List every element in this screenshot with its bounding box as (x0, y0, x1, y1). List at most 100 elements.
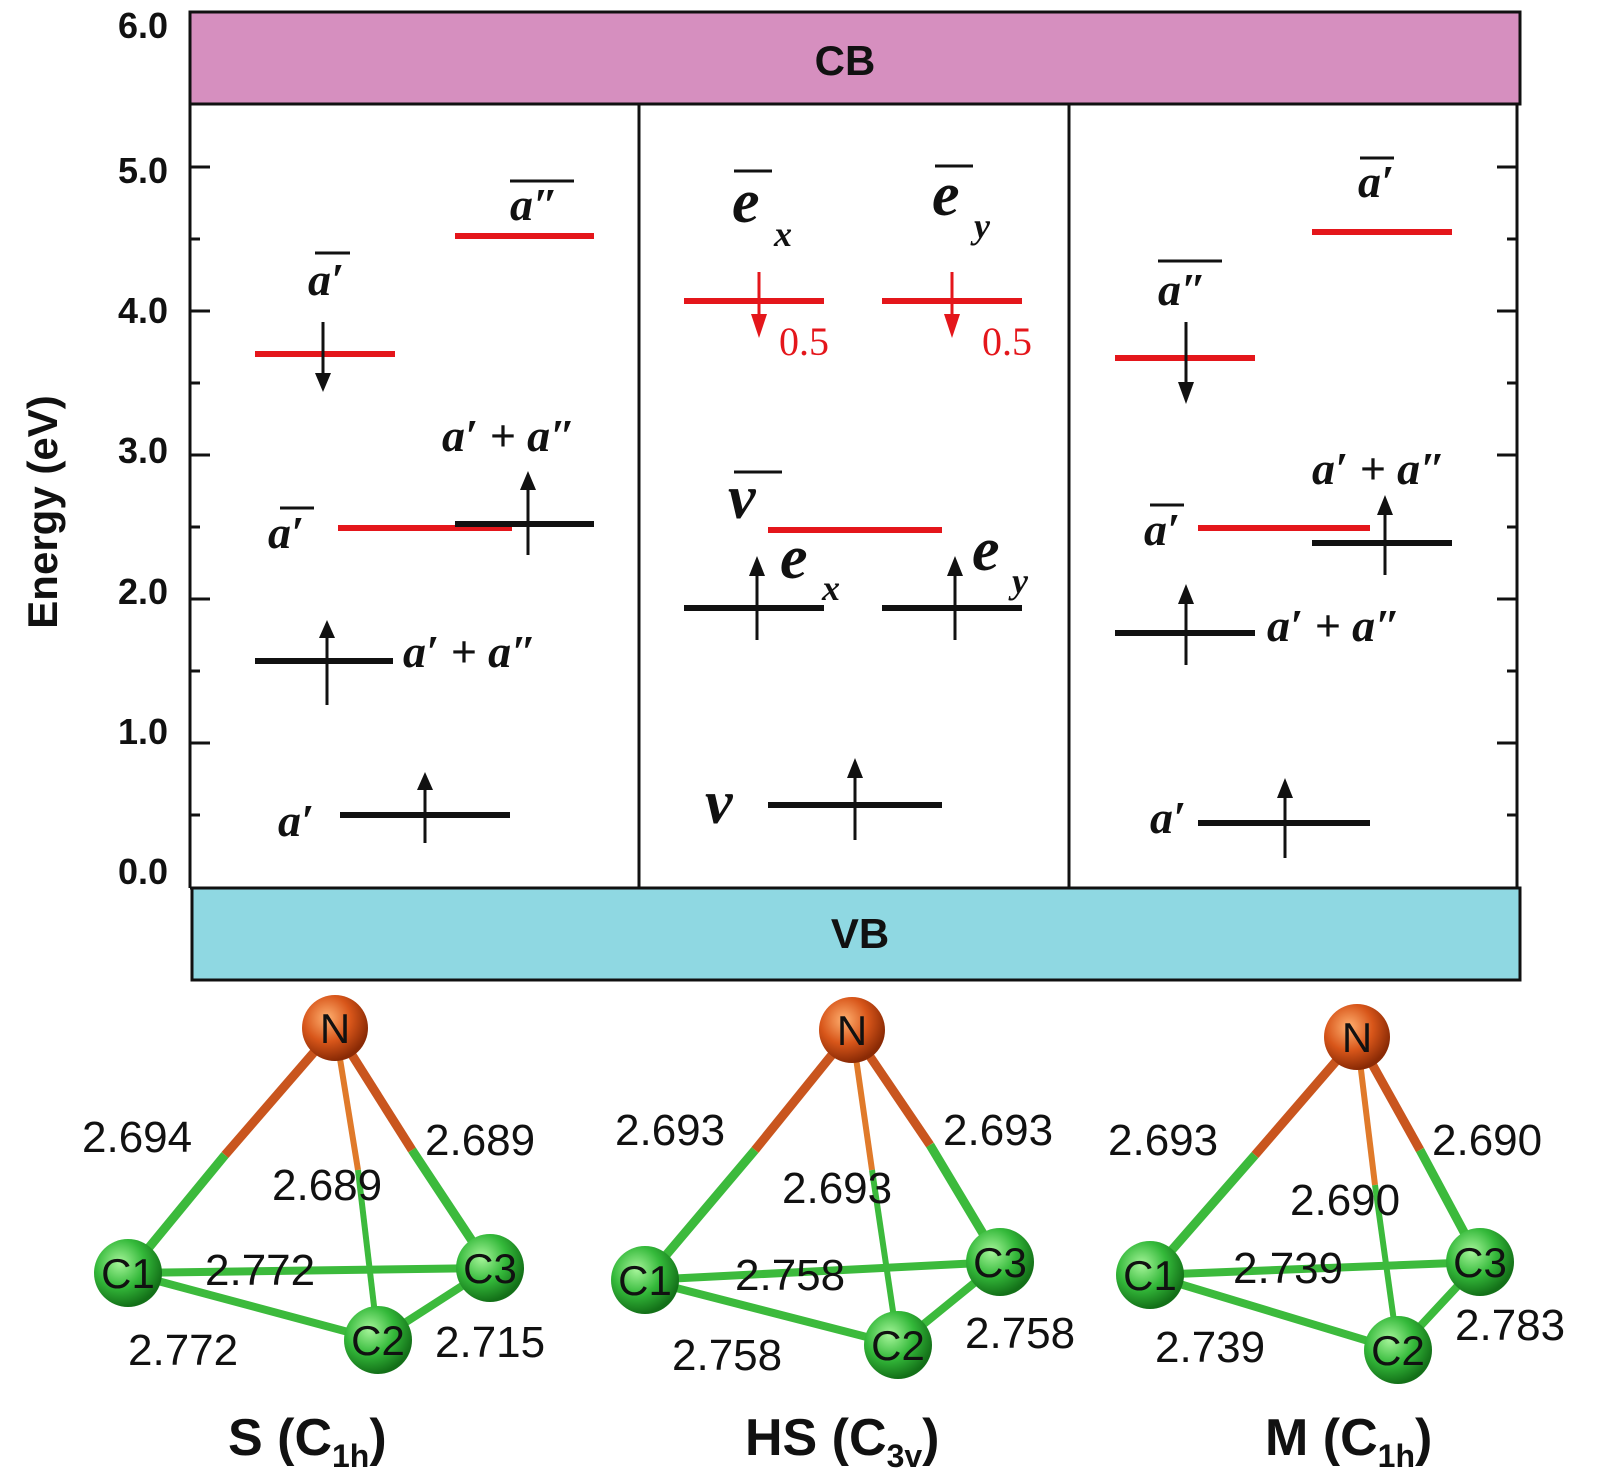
atom-label-c2: C2 (871, 1322, 925, 1369)
carbon-atom-c2 (864, 1311, 932, 1379)
bond-length: 2.693 (782, 1164, 892, 1213)
panel-s: a′ a′ + a″ a′ a′ + a″ a′ a″ (255, 179, 594, 846)
bond-length: 2.783 (1455, 1301, 1565, 1350)
atom-label-c1: C1 (1123, 1252, 1177, 1299)
occupancy-hs-ey: 0.5 (982, 319, 1032, 364)
structure-caption-s: S (C1h) (228, 1409, 387, 1474)
bond-length: 2.693 (615, 1106, 725, 1155)
label-m-1: a′ (1150, 792, 1186, 843)
atom-label-c2: C2 (1371, 1327, 1425, 1374)
y-tick-5: 5.0 (118, 150, 168, 191)
carbon-atom-c2 (344, 1306, 412, 1374)
atom-label-c1: C1 (618, 1257, 672, 1304)
label-m-3b: a′ + a″ (1312, 443, 1446, 494)
spin-down-arrow-icon (751, 314, 767, 338)
carbon-atom-c3 (966, 1228, 1034, 1296)
atom-label-n: N (320, 1005, 350, 1052)
bond-length: 2.715 (435, 1318, 545, 1367)
nitrogen-atom (819, 997, 885, 1063)
label-s-3a: a′ (268, 507, 304, 558)
spin-up-arrow-icon (1178, 584, 1194, 604)
carbon-atom-c3 (456, 1234, 524, 1302)
atom-label-n: N (837, 1007, 867, 1054)
atom-label-n: N (1342, 1014, 1372, 1061)
valence-band (190, 886, 1522, 982)
bond-length: 2.739 (1155, 1323, 1265, 1372)
carbon-atom-c1 (611, 1246, 679, 1314)
atom-label-c3: C3 (463, 1245, 517, 1292)
bond-length: 2.758 (672, 1331, 782, 1380)
spin-up-arrow-icon (520, 471, 536, 490)
atom-label-c1: C1 (101, 1250, 155, 1297)
spin-up-arrow-icon (319, 620, 335, 638)
bond-length: 2.758 (965, 1309, 1075, 1358)
bond-length: 2.772 (205, 1246, 315, 1295)
bond-length: 2.694 (82, 1113, 192, 1162)
label-s-5: a″ (510, 179, 558, 230)
label-m-3a: a′ (1144, 504, 1180, 555)
label-s-2: a′ + a″ (403, 626, 537, 677)
tick-marks (190, 165, 1517, 817)
carbon-atom-c3 (1446, 1228, 1514, 1296)
spin-down-arrow-icon (944, 314, 960, 338)
y-axis-label: Energy (eV) (19, 395, 66, 628)
label-m-5: a′ (1358, 156, 1394, 207)
carbon-atom-c2 (1364, 1316, 1432, 1384)
nitrogen-atom (302, 995, 368, 1061)
panel-m: a′ a′ + a″ a′ a′ + a″ a″ a′ (1115, 156, 1452, 858)
atom-label-c2: C2 (351, 1317, 405, 1364)
y-tick-3: 3.0 (118, 430, 168, 471)
spin-up-arrow-icon (749, 556, 765, 576)
label-hs-ey: e (972, 516, 1000, 584)
bond-length: 2.690 (1432, 1116, 1542, 1165)
occupancy-hs-ex: 0.5 (779, 319, 829, 364)
y-tick-0: 0.0 (118, 851, 168, 892)
structure-s: N C1 C2 C3 2.694 2.689 2.689 2.772 2.772… (82, 995, 545, 1474)
bond-length: 2.689 (272, 1161, 382, 1210)
structure-hs: N C1 C2 C3 2.693 2.693 2.693 2.758 2.758… (611, 997, 1075, 1474)
vb-label: VB (831, 910, 889, 957)
spin-up-arrow-icon (1277, 778, 1293, 798)
spin-up-arrow-icon (947, 556, 963, 576)
label-hs-ex: e (780, 524, 808, 592)
cb-label: CB (815, 37, 876, 84)
label-s-4: a′ (308, 254, 344, 305)
y-tick-6: 6.0 (118, 5, 168, 46)
y-tick-2: 2.0 (118, 571, 168, 612)
bond-length: 2.758 (735, 1251, 845, 1300)
label-hs-eybar: e (932, 161, 960, 229)
label-hs-vbar: ν (728, 464, 757, 532)
label-hs-exbar-sub: x (773, 214, 792, 254)
label-s-3b: a′ + a″ (442, 410, 576, 461)
nitrogen-atom (1324, 1004, 1390, 1070)
structure-m: N C1 C2 C3 2.693 2.690 2.690 2.739 2.739… (1108, 1004, 1565, 1474)
structure-caption-hs: HS (C3v) (745, 1409, 939, 1474)
bond-length: 2.693 (943, 1106, 1053, 1155)
label-hs-ey-sub: y (1008, 561, 1029, 601)
y-tick-4: 4.0 (118, 290, 168, 331)
panel-hs: ν e x e y ν 0.5 e x 0.5 e y (684, 161, 1032, 840)
label-hs-exbar: e (732, 168, 760, 236)
carbon-atom-c1 (94, 1239, 162, 1307)
atom-label-c3: C3 (973, 1239, 1027, 1286)
bond-length: 2.689 (425, 1116, 535, 1165)
atom-label-c3: C3 (1453, 1239, 1507, 1286)
y-axis: 0.0 1.0 2.0 3.0 4.0 5.0 6.0 Energy (eV) (19, 5, 168, 892)
plot-frame (188, 104, 1520, 890)
spin-down-arrow-icon (315, 373, 331, 392)
bond-length: 2.693 (1108, 1116, 1218, 1165)
label-s-1: a′ (278, 795, 314, 846)
label-hs-eybar-sub: y (970, 206, 991, 246)
spin-up-arrow-icon (1377, 495, 1393, 515)
bond-length: 2.690 (1290, 1176, 1400, 1225)
label-m-2: a′ + a″ (1267, 600, 1401, 651)
bond-length: 2.739 (1233, 1244, 1343, 1293)
carbon-atom-c1 (1116, 1241, 1184, 1309)
label-hs-ex-sub: x (821, 568, 840, 608)
spin-up-arrow-icon (417, 772, 433, 790)
bond-length: 2.772 (128, 1326, 238, 1375)
spin-down-arrow-icon (1178, 382, 1194, 404)
spin-up-arrow-icon (847, 758, 863, 778)
conduction-band (188, 10, 1522, 106)
